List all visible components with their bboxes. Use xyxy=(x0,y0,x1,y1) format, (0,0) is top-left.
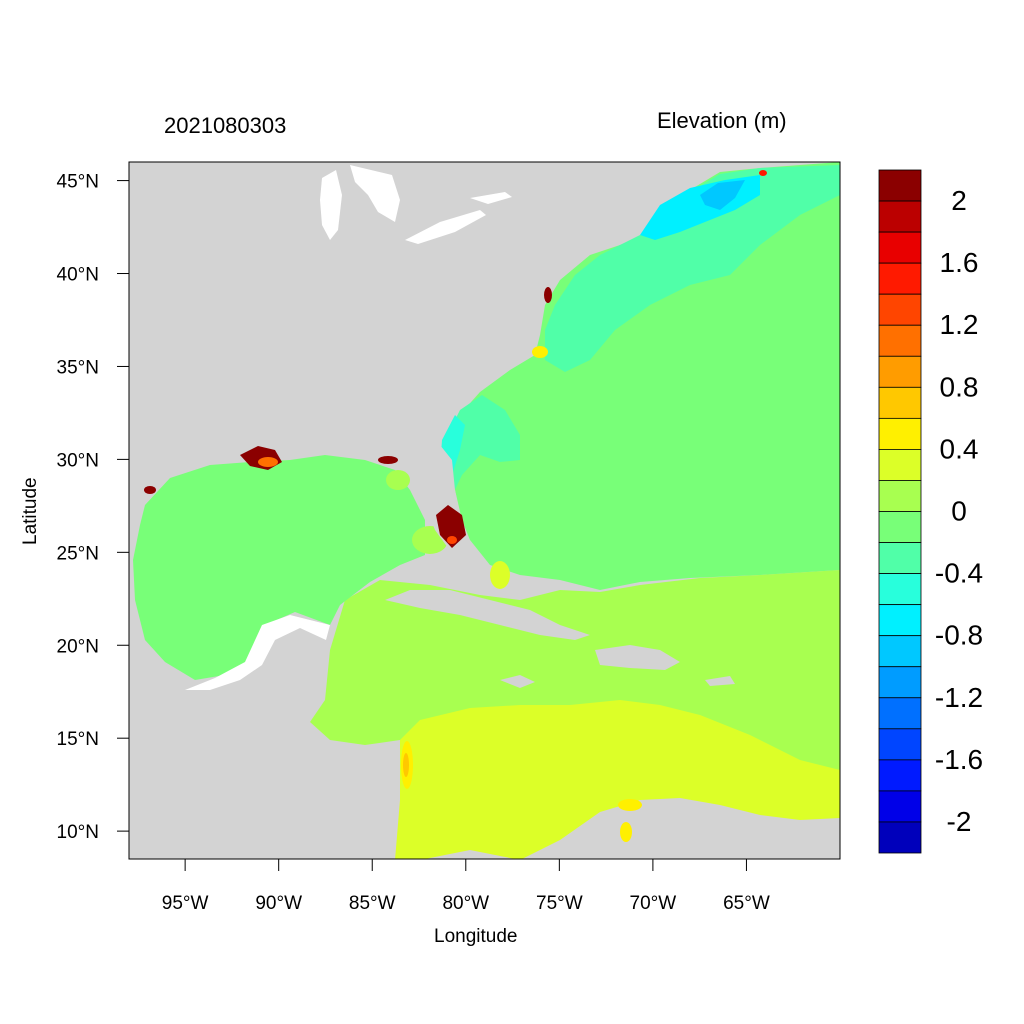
x-axis-title: Longitude xyxy=(434,926,518,947)
y-tick-label: 40°N xyxy=(57,265,99,286)
variable-title: Elevation (m) xyxy=(657,108,787,133)
x-axis: 95°W 90°W 85°W 80°W 75°W 70°W 65°W xyxy=(162,859,770,914)
colorbar-swatch xyxy=(878,666,922,699)
colorbar-swatch xyxy=(878,697,922,730)
colorbar-swatch xyxy=(878,480,922,512)
colorbar-swatch xyxy=(878,635,922,668)
y-tick-label: 25°N xyxy=(57,543,99,564)
colorbar-label: 0.8 xyxy=(940,371,979,402)
map-plot-area xyxy=(129,162,840,859)
x-tick-label: 95°W xyxy=(162,893,209,914)
y-axis: 45°N 40°N 35°N 30°N 25°N 20°N 15°N 10°N xyxy=(57,172,129,843)
gulf-of-mexico xyxy=(133,455,425,680)
nova-scotia-surge xyxy=(759,170,767,176)
hispaniola-land xyxy=(595,645,680,670)
plot-frame xyxy=(128,161,841,860)
cuba-land xyxy=(385,590,590,640)
lake-michigan xyxy=(320,170,342,240)
colorbar-swatch xyxy=(878,790,922,823)
venezuela-gulf-high xyxy=(618,799,642,811)
y-tick-label: 45°N xyxy=(57,172,99,193)
colorbar-label: 1.6 xyxy=(940,247,979,278)
south-florida-surge xyxy=(436,505,466,548)
colorbar-swatch xyxy=(878,386,922,419)
pamlico-surge xyxy=(532,346,548,358)
colorbar-swatch xyxy=(878,417,922,450)
colorbar-swatch xyxy=(878,355,922,388)
lake-ontario xyxy=(470,192,512,204)
maracaibo-high xyxy=(620,822,632,842)
south-florida-surge-tip xyxy=(447,536,457,544)
y-tick-label: 35°N xyxy=(57,357,99,378)
atlantic-ocean xyxy=(440,162,840,590)
colorbar-swatch xyxy=(878,759,922,792)
puerto-rico-land xyxy=(705,676,735,686)
jamaica-land xyxy=(500,675,535,688)
colorbar-swatch xyxy=(878,169,922,202)
colorbar-swatch xyxy=(878,200,922,233)
x-tick-label: 80°W xyxy=(442,893,489,914)
colorbar-label: 0.4 xyxy=(940,433,979,464)
chesapeake-surge xyxy=(544,287,552,303)
colorbar-label: 2 xyxy=(951,185,967,216)
colorbar-swatch xyxy=(878,728,922,761)
nicaragua-coast-peak xyxy=(403,753,409,777)
colorbar-label: -2 xyxy=(947,806,972,837)
x-tick-label: 90°W xyxy=(255,893,302,914)
colorbar-label: -0.4 xyxy=(935,558,983,589)
texas-coast-surge xyxy=(144,486,156,494)
central-america-land xyxy=(129,722,400,859)
south-america-land xyxy=(425,798,840,859)
x-tick-label: 70°W xyxy=(630,893,677,914)
colorbar-swatch xyxy=(878,511,922,543)
colorbar-label: -0.8 xyxy=(935,620,983,651)
yucatan-unmodeled xyxy=(185,615,330,690)
x-tick-label: 85°W xyxy=(349,893,396,914)
louisiana-surge-peak xyxy=(258,457,278,467)
lake-erie xyxy=(405,210,486,244)
colorbar: 2 1.6 1.2 0.8 0.4 0 -0.4 -0.8 -1.2 -1.6 -2 xyxy=(878,169,983,854)
y-tick-label: 30°N xyxy=(57,450,99,471)
colorbar-swatch xyxy=(878,604,922,637)
x-tick-label: 65°W xyxy=(723,893,770,914)
y-tick-label: 20°N xyxy=(57,636,99,657)
colorbar-label: 0 xyxy=(951,496,967,527)
lake-huron xyxy=(350,165,400,222)
x-tick-label: 75°W xyxy=(536,893,583,914)
colorbar-swatch xyxy=(878,293,922,326)
big-bend-surge xyxy=(378,456,398,464)
colorbar-label: 1.2 xyxy=(940,309,979,340)
y-tick-label: 15°N xyxy=(57,729,99,750)
colorbar-swatch xyxy=(878,449,922,481)
colorbar-label: -1.2 xyxy=(935,682,983,713)
bahamas-bank xyxy=(490,561,510,589)
colorbar-swatch xyxy=(878,324,922,357)
bay-of-fundy-low xyxy=(700,180,745,210)
colorbar-swatch xyxy=(878,231,922,264)
run-time-label: 2021080303 xyxy=(164,113,287,138)
colorbar-swatch xyxy=(878,542,922,574)
big-bend-shelf xyxy=(386,470,410,490)
colorbar-label: -1.6 xyxy=(935,744,983,775)
colorbar-swatch xyxy=(878,821,922,854)
colorbar-swatch xyxy=(878,573,922,606)
y-tick-label: 10°N xyxy=(57,822,99,843)
shelf-band-north xyxy=(545,165,840,372)
colorbar-swatch xyxy=(878,262,922,295)
